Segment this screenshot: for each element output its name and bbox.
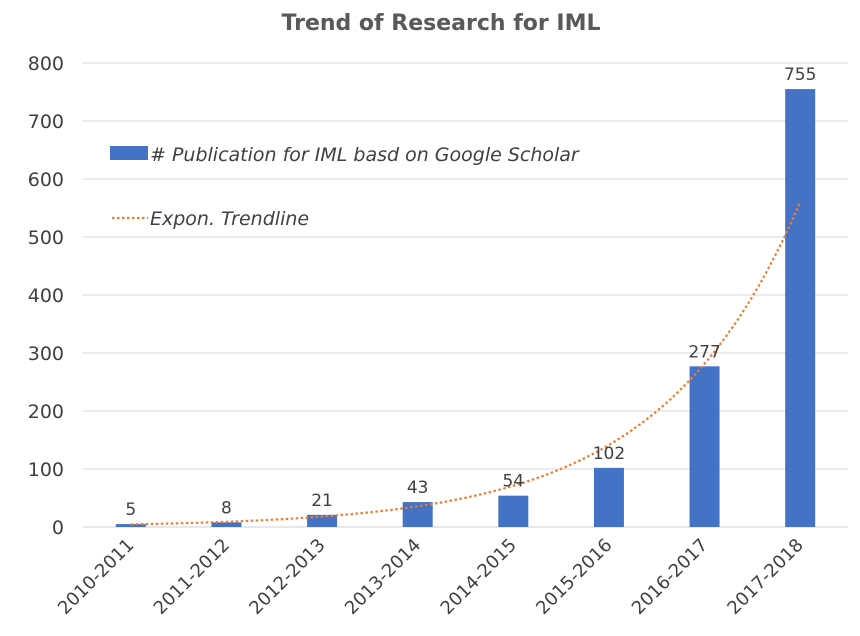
y-tick-label: 500 xyxy=(28,227,64,249)
legend-swatch-bars xyxy=(110,146,148,160)
bar xyxy=(211,522,242,527)
data-label: 8 xyxy=(221,498,232,518)
data-label: 277 xyxy=(688,342,720,362)
x-tick-label: 2014-2015 xyxy=(437,535,521,619)
legend-label-trendline: Expon. Trendline xyxy=(150,208,309,230)
trendline xyxy=(130,201,802,526)
x-tick-label: 2011-2012 xyxy=(150,535,234,619)
y-tick-label: 300 xyxy=(28,343,64,365)
data-label: 21 xyxy=(311,491,333,511)
data-label: 5 xyxy=(125,500,136,520)
y-axis-ticks: 0 100 200 300 400 500 600 700 800 xyxy=(28,53,64,539)
x-tick-label: 2016-2017 xyxy=(628,535,712,619)
y-tick-label: 200 xyxy=(28,401,64,423)
legend: # Publication for IML basd on Google Sch… xyxy=(110,144,580,230)
data-label: 102 xyxy=(593,444,625,464)
bar xyxy=(402,502,433,527)
x-tick-label: 2013-2014 xyxy=(341,535,425,619)
y-tick-label: 800 xyxy=(28,53,64,75)
x-tick-label: 2017-2018 xyxy=(723,535,807,619)
bar xyxy=(785,89,816,527)
data-labels: 5 8 21 43 54 102 277 755 xyxy=(125,65,816,520)
gridlines xyxy=(83,62,848,528)
bar xyxy=(307,514,338,527)
x-tick-label: 2015-2016 xyxy=(532,535,616,619)
bar xyxy=(593,467,624,527)
bars xyxy=(115,89,816,527)
data-label: 755 xyxy=(784,65,816,85)
data-label: 43 xyxy=(407,478,429,498)
bar xyxy=(498,495,529,527)
y-tick-label: 600 xyxy=(28,169,64,191)
data-label: 54 xyxy=(502,472,524,492)
y-tick-label: 0 xyxy=(52,517,64,539)
x-tick-label: 2010-2011 xyxy=(54,535,138,619)
y-tick-label: 700 xyxy=(28,111,64,133)
legend-label-bars: # Publication for IML basd on Google Sch… xyxy=(150,144,580,166)
x-tick-label: 2012-2013 xyxy=(245,535,329,619)
bar xyxy=(115,524,146,527)
y-tick-label: 400 xyxy=(28,285,64,307)
bar xyxy=(689,366,720,527)
x-axis-ticks: 2010-2011 2011-2012 2012-2013 2013-2014 2014… xyxy=(54,535,808,619)
chart-title: Trend of Research for IML xyxy=(282,11,601,36)
y-tick-label: 100 xyxy=(28,459,64,481)
